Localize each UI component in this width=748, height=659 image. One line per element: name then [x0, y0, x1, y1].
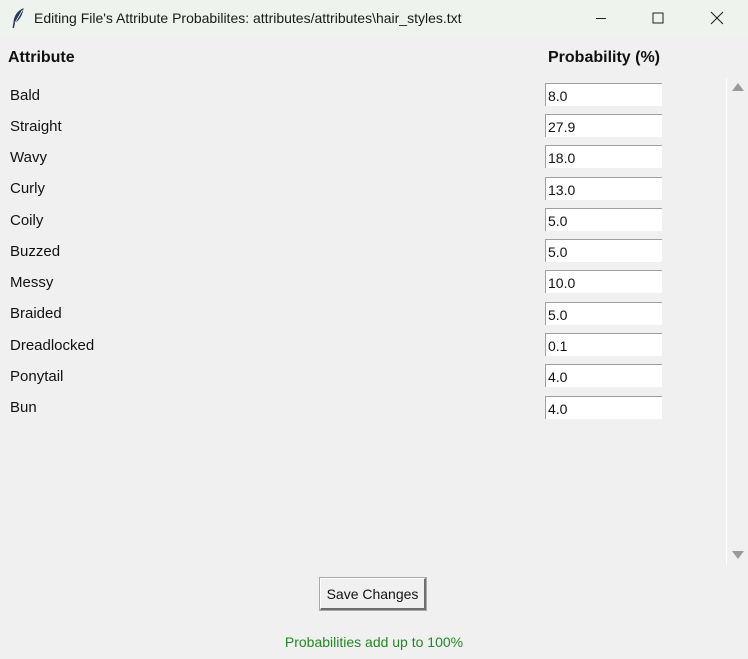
probability-input-bald[interactable]: [545, 83, 662, 106]
maximize-button[interactable]: [635, 0, 681, 36]
minimize-button[interactable]: [578, 0, 624, 36]
status-message: Probabilities add up to 100%: [284, 634, 464, 650]
feather-icon: [12, 8, 24, 28]
probability-input-coily[interactable]: [545, 208, 662, 231]
probability-input-bun[interactable]: [545, 396, 662, 419]
minimize-icon: [596, 18, 606, 19]
probability-input-curly[interactable]: [545, 177, 662, 200]
attribute-label-ponytail: Ponytail: [10, 368, 64, 385]
close-button[interactable]: [694, 0, 740, 36]
probability-input-ponytail[interactable]: [545, 364, 662, 387]
attribute-column-header: Attribute: [8, 49, 75, 66]
attribute-label-wavy: Wavy: [10, 149, 47, 166]
attribute-label-braided: Braided: [10, 305, 62, 322]
maximize-icon: [652, 12, 664, 24]
probability-column-header: Probability (%): [548, 49, 661, 66]
probability-input-straight[interactable]: [545, 114, 662, 137]
probability-input-buzzed[interactable]: [545, 239, 662, 262]
save-changes-button[interactable]: Save Changes: [319, 577, 427, 611]
close-icon: [710, 11, 724, 25]
scrollbar-edge: [726, 78, 727, 565]
probability-input-messy[interactable]: [545, 270, 662, 293]
attribute-label-dreadlocked: Dreadlocked: [10, 337, 95, 354]
attribute-label-buzzed: Buzzed: [10, 243, 61, 260]
probability-input-braided[interactable]: [545, 302, 662, 325]
attribute-label-curly: Curly: [10, 180, 46, 197]
window-title: Editing File's Attribute Probabilites: a…: [34, 10, 462, 26]
probability-input-dreadlocked[interactable]: [545, 333, 662, 356]
scroll-down-arrow-icon[interactable]: [732, 551, 744, 559]
scroll-up-arrow-icon[interactable]: [732, 83, 744, 91]
probability-input-wavy[interactable]: [545, 145, 662, 168]
attribute-label-coily: Coily: [10, 212, 44, 229]
attribute-label-bun: Bun: [10, 399, 37, 416]
vertical-scrollbar[interactable]: [727, 78, 748, 565]
attribute-label-messy: Messy: [10, 274, 54, 291]
attribute-label-straight: Straight: [10, 118, 62, 135]
title-bar: Editing File's Attribute Probabilites: a…: [0, 0, 748, 36]
attribute-label-bald: Bald: [10, 87, 41, 104]
